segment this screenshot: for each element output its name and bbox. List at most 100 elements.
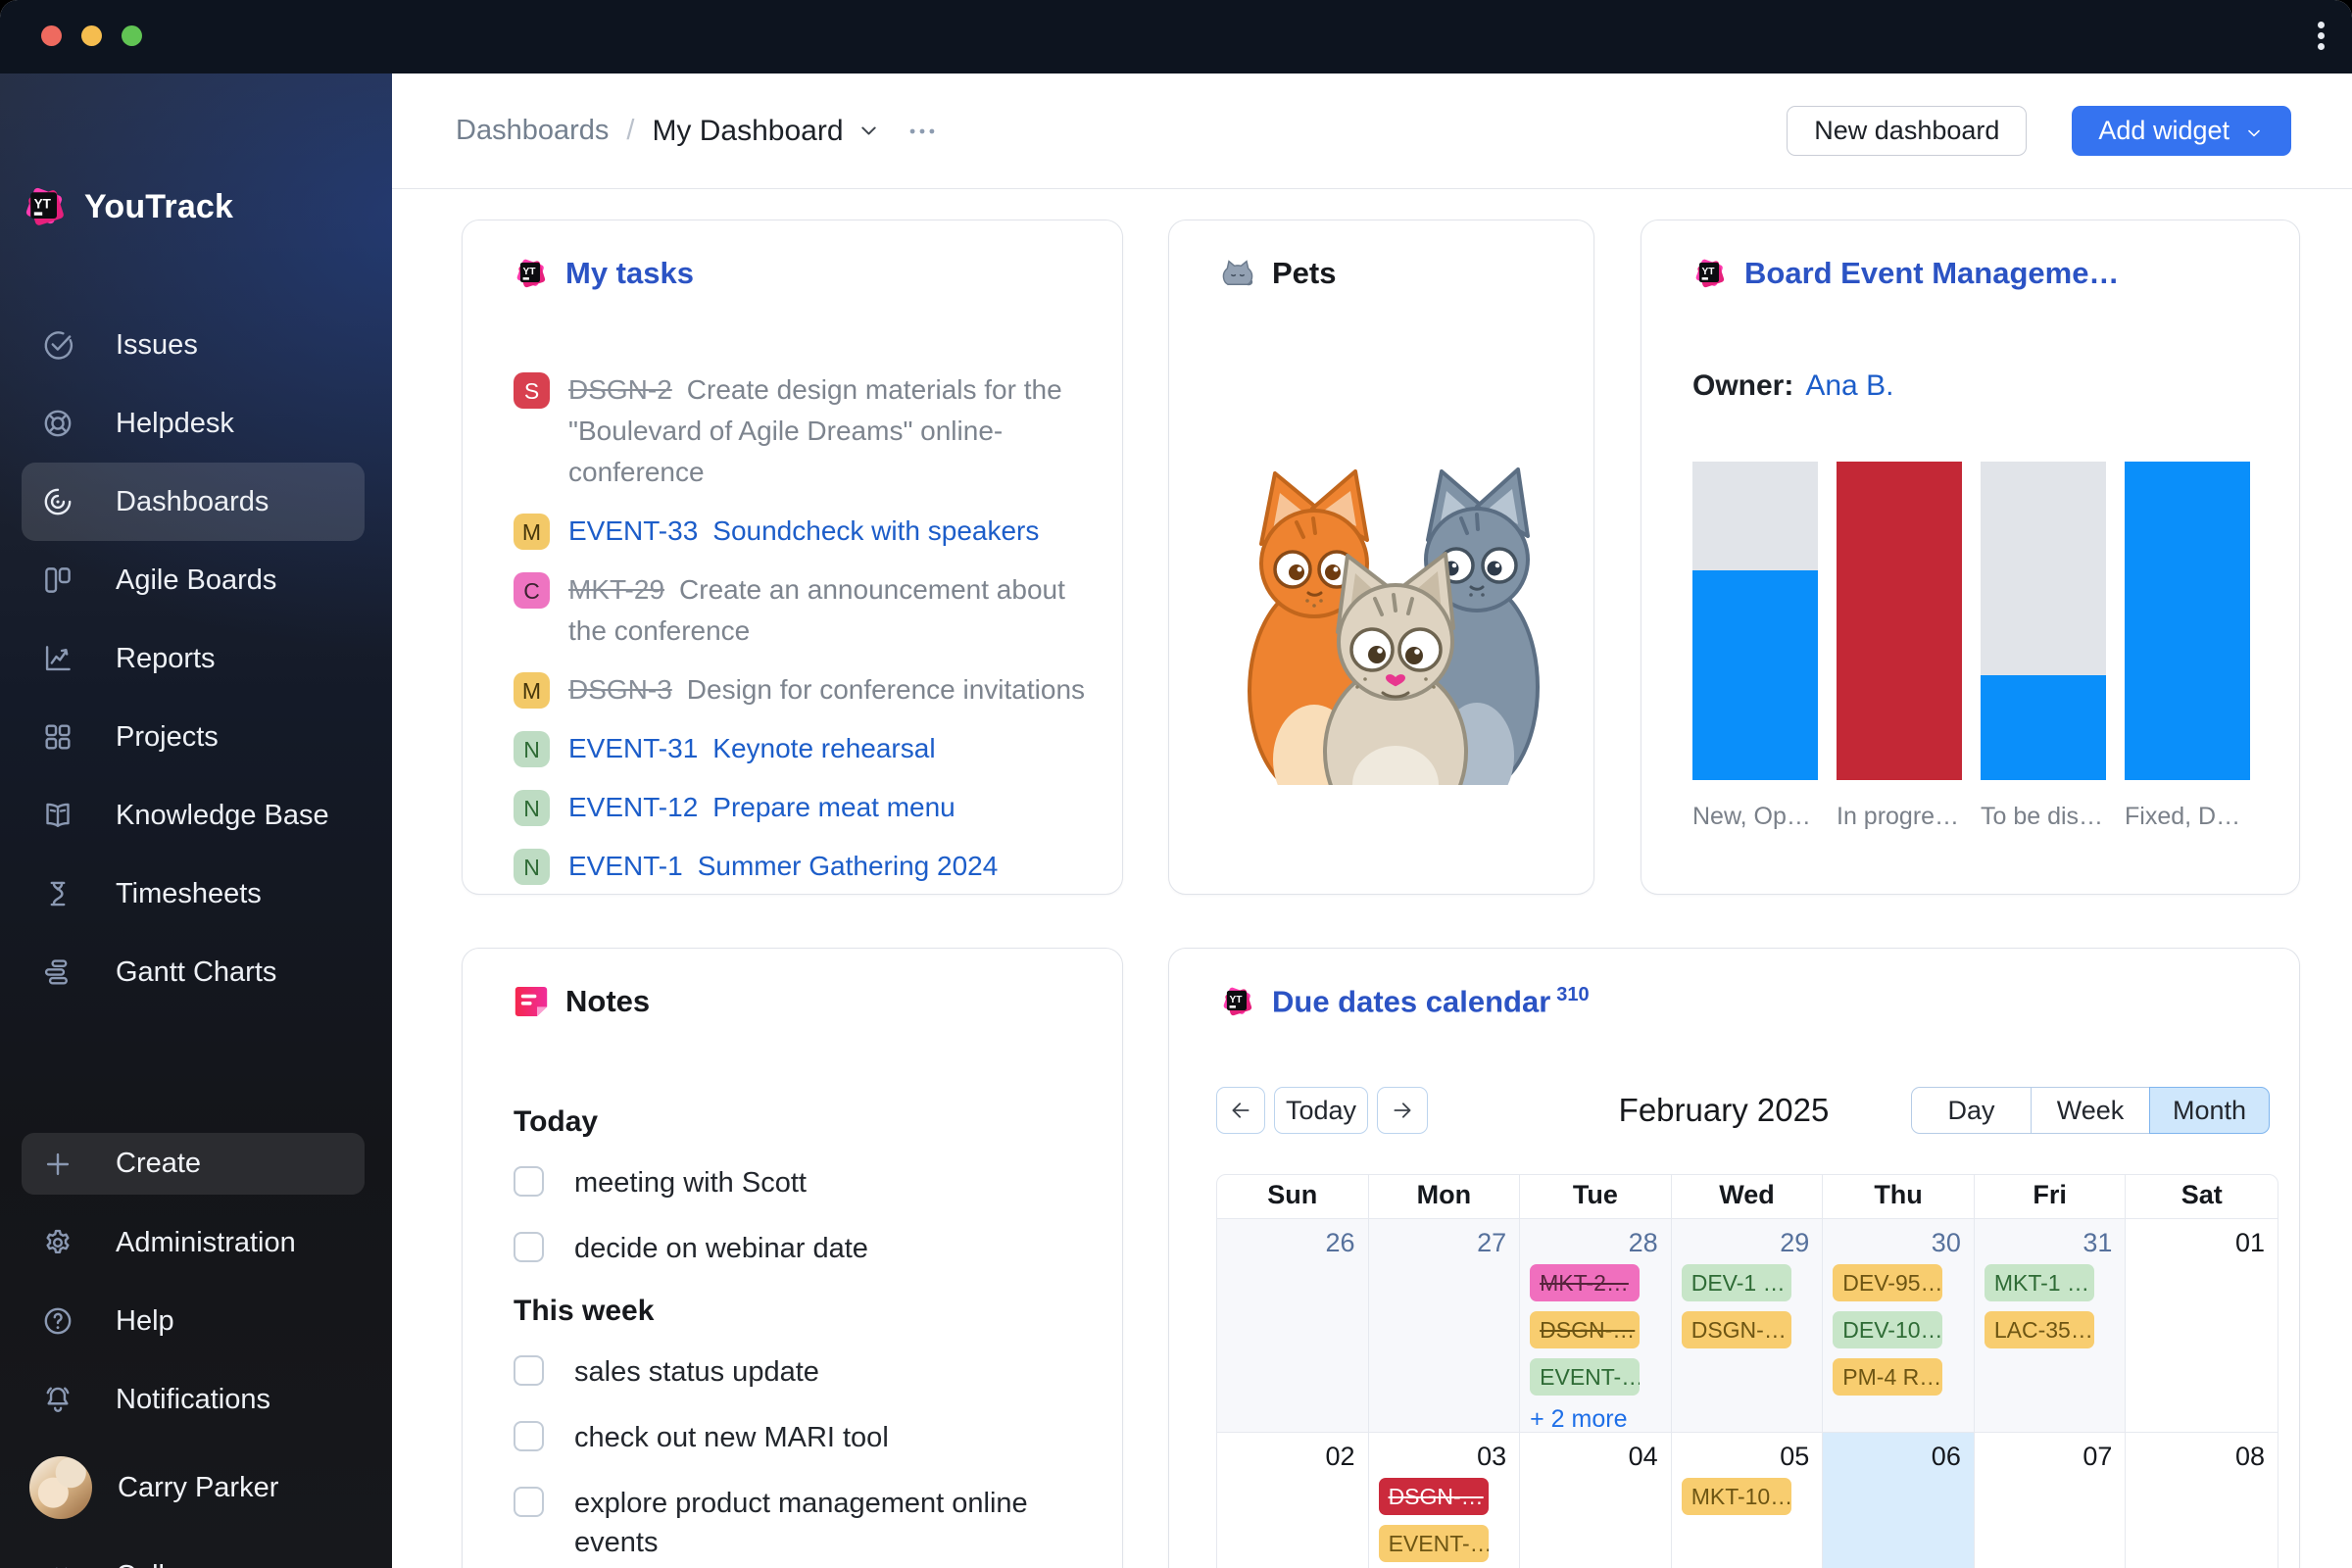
- calendar-event-chip[interactable]: DSGN-…: [1378, 1478, 1489, 1515]
- sidebar-item-notifications[interactable]: Notifications: [22, 1360, 365, 1439]
- calendar-event-chip[interactable]: MKT-10…: [1681, 1478, 1791, 1515]
- my-tasks-title[interactable]: YT My tasks: [514, 256, 694, 291]
- new-dashboard-button[interactable]: New dashboard: [1787, 106, 2028, 156]
- collapse-sidebar-button[interactable]: Collapse: [22, 1537, 365, 1568]
- calendar-day-cell[interactable]: 30 DEV-95… DEV-10… PM-4 R…: [1823, 1219, 1975, 1433]
- calendar-day-cell[interactable]: 05 MKT-10…: [1671, 1433, 1824, 1568]
- calendar-event-chip[interactable]: MKT-1 …: [1984, 1264, 2094, 1301]
- checkbox[interactable]: [514, 1166, 544, 1197]
- calendar-event-chip[interactable]: MKT-2…: [1530, 1264, 1641, 1301]
- task-item[interactable]: C MKT-29 Create an announcement about the …: [514, 569, 1089, 652]
- issue-id-link[interactable]: DSGN-3: [568, 674, 672, 705]
- sidebar: YT YouTrack Issues Helpdesk Dashboards Agil…: [0, 74, 392, 1568]
- calendar-event-chip[interactable]: DSGN-…: [1681, 1311, 1791, 1348]
- issue-id-link[interactable]: EVENT-1: [568, 851, 683, 881]
- chart-column[interactable]: [1981, 462, 2106, 780]
- calendar-event-chip[interactable]: EVENT-…: [1530, 1358, 1641, 1396]
- sidebar-item-gantt-charts[interactable]: Gantt Charts: [22, 933, 365, 1011]
- calendar-day-cell[interactable]: 27: [1368, 1219, 1521, 1433]
- issue-summary-link[interactable]: Create design materials for the "Bouleva…: [568, 374, 1062, 487]
- sidebar-item-label: Agile Boards: [116, 564, 277, 596]
- task-item[interactable]: N EVENT-1 Summer Gathering 2024: [514, 846, 1089, 887]
- traffic-light-minimize-button[interactable]: [81, 25, 102, 46]
- sidebar-item-knowledge-base[interactable]: Knowledge Base: [22, 776, 365, 855]
- checkbox[interactable]: [514, 1421, 544, 1451]
- owner-label: Owner:: [1692, 369, 1794, 402]
- calendar-view-day[interactable]: Day: [1911, 1087, 2032, 1134]
- task-item[interactable]: N EVENT-12 Prepare meat menu: [514, 787, 1089, 828]
- traffic-light-close-button[interactable]: [41, 25, 62, 46]
- calendar-day-cell[interactable]: 26: [1217, 1219, 1369, 1433]
- dashboard-more-menu-icon[interactable]: [906, 115, 939, 148]
- task-item[interactable]: S DSGN-2 Create design materials for the "…: [514, 369, 1089, 493]
- calendar-prev-button[interactable]: [1216, 1087, 1265, 1134]
- sidebar-item-help[interactable]: Help: [22, 1282, 365, 1360]
- create-button[interactable]: Create: [22, 1133, 365, 1195]
- chart-column[interactable]: [2125, 462, 2250, 780]
- task-item[interactable]: M DSGN-3 Design for conference invitations: [514, 669, 1089, 710]
- calendar-title[interactable]: YT Due dates calendar 310: [1220, 984, 1590, 1019]
- calendar-next-button[interactable]: [1377, 1087, 1428, 1134]
- sidebar-item-reports[interactable]: Reports: [22, 619, 365, 698]
- add-widget-button[interactable]: Add widget: [2072, 106, 2291, 156]
- calendar-event-chip[interactable]: DSGN-…: [1530, 1311, 1641, 1348]
- calendar-day-cell[interactable]: 28 MKT-2… DSGN-… EVENT-… + 2 more: [1520, 1219, 1672, 1433]
- issue-id-link[interactable]: EVENT-31: [568, 733, 699, 763]
- youtrack-logo[interactable]: YT YouTrack: [22, 183, 233, 230]
- issue-summary-link[interactable]: Prepare meat menu: [712, 792, 956, 822]
- sidebar-item-administration[interactable]: Administration: [22, 1203, 365, 1282]
- issue-summary-link[interactable]: Soundcheck with speakers: [712, 515, 1040, 546]
- calendar-event-chip[interactable]: DEV-95…: [1833, 1264, 1943, 1301]
- chevron-down-icon[interactable]: [856, 118, 882, 144]
- breadcrumb-current-dashboard[interactable]: My Dashboard: [652, 114, 844, 147]
- calendar-view-month[interactable]: Month: [2149, 1087, 2270, 1134]
- calendar-day-cell[interactable]: 31 MKT-1 … LAC-35…: [1974, 1219, 2127, 1433]
- sidebar-item-agile-boards[interactable]: Agile Boards: [22, 541, 365, 619]
- issue-id-link[interactable]: EVENT-33: [568, 515, 699, 546]
- issue-id-link[interactable]: EVENT-12: [568, 792, 699, 822]
- calendar-day-cell[interactable]: 03 DSGN-… EVENT-…: [1368, 1433, 1521, 1568]
- sidebar-item-helpdesk[interactable]: Helpdesk: [22, 384, 365, 463]
- calendar-day-cell[interactable]: 01: [2126, 1219, 2278, 1433]
- chart-column[interactable]: [1692, 462, 1818, 780]
- calendar-view-week[interactable]: Week: [2030, 1087, 2151, 1134]
- sidebar-item-timesheets[interactable]: Timesheets: [22, 855, 365, 933]
- window-menu-icon[interactable]: [2313, 18, 2328, 57]
- chart-segment-empty: [1692, 462, 1818, 570]
- issue-id-link[interactable]: DSGN-2: [568, 374, 672, 405]
- calendar-event-chip[interactable]: EVENT-…: [1378, 1525, 1489, 1562]
- task-item[interactable]: M EVENT-33 Soundcheck with speakers: [514, 511, 1089, 552]
- sidebar-item-projects[interactable]: Projects: [22, 698, 365, 776]
- calendar-event-chip[interactable]: PM-4 R…: [1833, 1358, 1943, 1396]
- calendar-day-cell[interactable]: 29 DEV-1 … DSGN-…: [1671, 1219, 1824, 1433]
- calendar-day-cell[interactable]: 04: [1520, 1433, 1672, 1568]
- calendar-event-chip[interactable]: DEV-10…: [1833, 1311, 1943, 1348]
- sidebar-item-dashboards[interactable]: Dashboards: [22, 463, 365, 541]
- issue-summary-link[interactable]: Create an announcement about the confere…: [568, 574, 1065, 646]
- issue-summary-link[interactable]: Summer Gathering 2024: [697, 851, 999, 881]
- calendar-day-cell[interactable]: 08: [2126, 1433, 2278, 1568]
- calendar-day-cell[interactable]: 02: [1217, 1433, 1369, 1568]
- checkbox[interactable]: [514, 1355, 544, 1386]
- issue-summary-link[interactable]: Design for conference invitations: [686, 674, 1086, 705]
- breadcrumb-dashboards-link[interactable]: Dashboards: [456, 115, 610, 146]
- chart-column[interactable]: [1837, 462, 1962, 780]
- checkbox[interactable]: [514, 1232, 544, 1262]
- issue-summary-link[interactable]: Keynote rehearsal: [712, 733, 936, 763]
- calendar-day-cell[interactable]: 07: [1974, 1433, 2127, 1568]
- checkbox[interactable]: [514, 1487, 544, 1517]
- user-menu[interactable]: Carry Parker: [22, 1439, 365, 1537]
- calendar-today-button[interactable]: Today: [1274, 1087, 1368, 1134]
- sidebar-item-issues[interactable]: Issues: [22, 306, 365, 384]
- note-item: decide on webinar date: [514, 1229, 1083, 1268]
- calendar-event-chip[interactable]: DEV-1 …: [1681, 1264, 1791, 1301]
- svg-text:YT: YT: [34, 196, 52, 211]
- issue-id-link[interactable]: MKT-29: [568, 574, 665, 605]
- calendar-day-cell[interactable]: 06: [1823, 1433, 1975, 1568]
- calendar-event-chip[interactable]: LAC-35…: [1984, 1311, 2094, 1348]
- traffic-light-zoom-button[interactable]: [122, 25, 142, 46]
- owner-link[interactable]: Ana B.: [1805, 369, 1894, 402]
- board-title[interactable]: YT Board Event Manageme…: [1692, 256, 2119, 291]
- calendar-more-events-link[interactable]: + 2 more: [1530, 1405, 1628, 1433]
- task-item[interactable]: N EVENT-31 Keynote rehearsal: [514, 728, 1089, 769]
